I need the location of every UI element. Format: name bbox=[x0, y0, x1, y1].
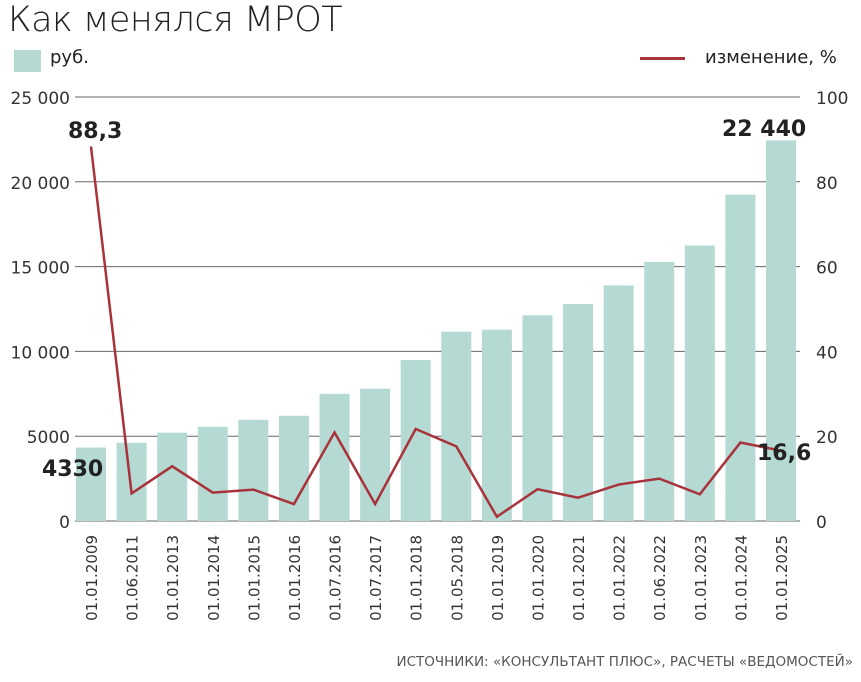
line-point bbox=[252, 489, 254, 491]
x-tick-label: 01.07.2016 bbox=[327, 535, 345, 621]
x-tick-label: 01.01.2024 bbox=[732, 535, 750, 621]
data-label: 16,6 bbox=[757, 441, 811, 466]
bar bbox=[481, 329, 512, 521]
x-tick-label: 01.06.2022 bbox=[651, 535, 669, 621]
y-right-tick-label: 20 bbox=[816, 428, 838, 448]
y-left-tick-label: 25 000 bbox=[11, 89, 70, 109]
line-point bbox=[658, 478, 660, 480]
y-left-tick-label: 20 000 bbox=[11, 174, 70, 194]
y-left-tick-label: 10 000 bbox=[11, 343, 70, 363]
y-right-tick-label: 0 bbox=[816, 513, 827, 533]
x-tick-label: 01.01.2013 bbox=[164, 535, 182, 621]
legend-line-swatch bbox=[640, 57, 685, 60]
line-point bbox=[131, 492, 133, 494]
bar bbox=[76, 447, 106, 521]
x-tick-label: 01.06.2011 bbox=[124, 535, 142, 621]
x-tick-label: 01.01.2025 bbox=[773, 535, 791, 621]
x-tick-label: 01.05.2018 bbox=[448, 535, 466, 621]
x-tick-label: 01.01.2009 bbox=[83, 535, 101, 621]
legend-bar-swatch bbox=[14, 50, 41, 72]
y-right-tick-label: 80 bbox=[816, 174, 838, 194]
line-point bbox=[577, 497, 579, 499]
line-point bbox=[293, 503, 295, 505]
bar bbox=[157, 432, 188, 521]
line-point bbox=[415, 428, 417, 430]
change-line bbox=[89, 146, 782, 519]
x-tick-label: 01.01.2020 bbox=[529, 535, 547, 621]
bar bbox=[238, 419, 269, 521]
x-tick-label: 01.01.2016 bbox=[286, 535, 304, 621]
x-tick-label: 01.01.2015 bbox=[245, 535, 263, 621]
line-point bbox=[212, 492, 214, 494]
bar bbox=[360, 388, 391, 521]
line-point bbox=[374, 503, 376, 505]
x-tick-label: 01.01.2014 bbox=[205, 535, 223, 621]
bar bbox=[441, 331, 472, 521]
bar bbox=[400, 360, 431, 521]
y-right-tick-label: 100 bbox=[816, 89, 848, 109]
y-left-tick-label: 0 bbox=[59, 513, 70, 533]
x-tick-label: 01.01.2022 bbox=[611, 535, 629, 621]
y-right-tick-label: 40 bbox=[816, 343, 838, 363]
data-label: 88,3 bbox=[68, 119, 122, 144]
line-point bbox=[699, 493, 701, 495]
x-tick-label: 01.01.2018 bbox=[408, 535, 426, 621]
x-tick-label: 01.07.2017 bbox=[367, 535, 385, 621]
bar bbox=[766, 140, 796, 521]
line-point bbox=[739, 442, 741, 444]
y-left-tick-label: 5000 bbox=[27, 428, 70, 448]
bar bbox=[725, 194, 756, 521]
bar bbox=[116, 442, 147, 521]
bar bbox=[563, 304, 594, 521]
x-tick-label: 01.01.2021 bbox=[570, 535, 588, 621]
legend-bar-label: руб. bbox=[50, 47, 89, 68]
bar bbox=[522, 315, 553, 521]
bar bbox=[603, 285, 634, 521]
line-point bbox=[780, 450, 782, 452]
bar bbox=[197, 426, 228, 521]
y-left-tick-label: 15 000 bbox=[11, 259, 70, 279]
line-point bbox=[536, 488, 538, 490]
line-point bbox=[455, 445, 457, 447]
line-point bbox=[618, 484, 620, 486]
line-point bbox=[90, 146, 92, 148]
legend-line-label: изменение, % bbox=[705, 47, 837, 68]
source-note: ИСТОЧНИКИ: «КОНСУЛЬТАНТ ПЛЮС», РАСЧЕТЫ «… bbox=[396, 654, 853, 670]
x-tick-label: 01.01.2019 bbox=[489, 535, 507, 621]
line-point bbox=[171, 465, 173, 467]
bar bbox=[319, 393, 350, 521]
bar bbox=[684, 245, 715, 521]
data-label: 22 440 bbox=[722, 117, 806, 142]
chart-title: Как менялся МРОТ bbox=[8, 0, 343, 40]
x-tick-label: 01.01.2023 bbox=[692, 535, 710, 621]
line-point bbox=[496, 516, 498, 518]
line-point bbox=[334, 431, 336, 433]
y-right-tick-label: 60 bbox=[816, 259, 838, 279]
data-label: 4330 bbox=[42, 457, 103, 482]
